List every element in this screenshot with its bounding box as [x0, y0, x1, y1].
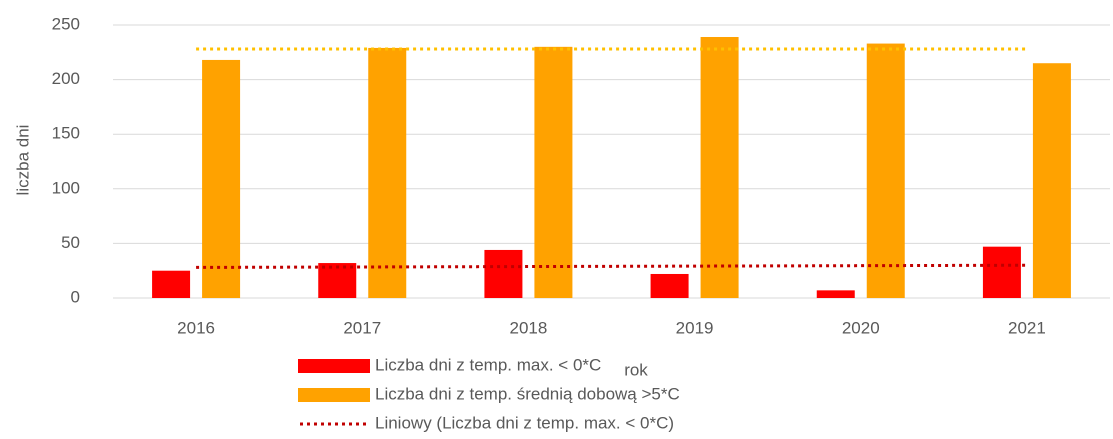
bar — [816, 290, 855, 298]
bar — [534, 46, 573, 299]
x-tick-label: 2019 — [676, 318, 714, 337]
x-axis-label: rok — [624, 360, 648, 379]
y-tick-label: 250 — [52, 14, 80, 33]
y-tick-label: 0 — [71, 287, 80, 306]
x-tick-label: 2020 — [842, 318, 880, 337]
x-tick-label: 2018 — [510, 318, 548, 337]
bar — [484, 249, 523, 298]
y-axis-label: liczba dni — [13, 125, 32, 196]
bar — [368, 47, 407, 298]
x-tick-label: 2016 — [177, 318, 215, 337]
bar — [982, 246, 1021, 298]
legend-swatch — [298, 359, 370, 373]
y-tick-label: 50 — [61, 233, 80, 252]
x-tick-label: 2021 — [1008, 318, 1046, 337]
legend-label: Liczba dni z temp. max. < 0*C — [375, 355, 601, 374]
y-tick-label: 150 — [52, 124, 80, 143]
trend-line — [196, 263, 1027, 269]
bar — [318, 263, 357, 298]
legend-swatch — [298, 388, 370, 402]
x-tick-label: 2017 — [343, 318, 381, 337]
bar — [202, 59, 241, 298]
bar — [650, 273, 689, 298]
bar — [700, 37, 739, 299]
bar — [152, 270, 191, 298]
bar — [866, 43, 905, 299]
legend-label: Liczba dni z temp. średnią dobową >5*C — [375, 384, 680, 403]
y-tick-label: 200 — [52, 69, 80, 88]
y-tick-label: 100 — [52, 178, 80, 197]
legend-label: Liniowy (Liczba dni z temp. max. < 0*C) — [375, 413, 674, 432]
bar — [1032, 63, 1071, 298]
